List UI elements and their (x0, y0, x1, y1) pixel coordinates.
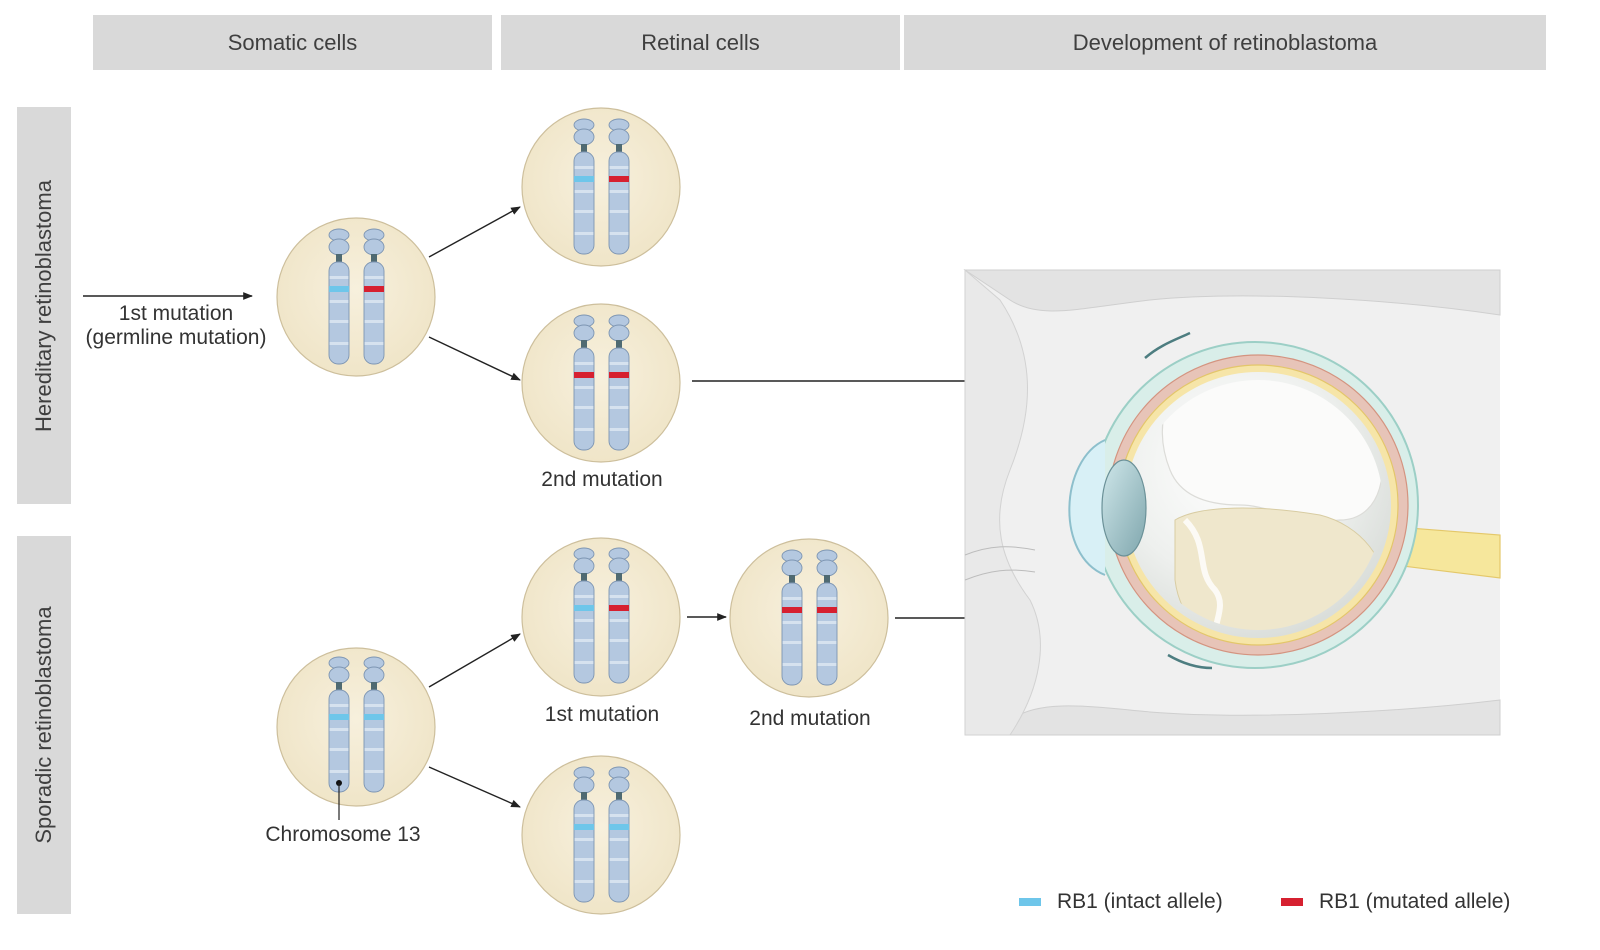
rb1-intact-band (574, 824, 594, 830)
label-chromosome-13: Chromosome 13 (265, 823, 420, 846)
arrow-to-retinal-cell-1 (428, 206, 521, 258)
cell-hereditary-somatic (276, 217, 436, 377)
rb1-intact-band (609, 824, 629, 830)
intact-allele-swatch (1019, 898, 1041, 906)
label-sporadic-first-mutation: 1st mutation (545, 703, 659, 726)
arrow-to-sporadic-retinal-cell-1 (428, 633, 521, 688)
arrow-to-sporadic-retinal-cell-2 (428, 766, 521, 808)
cell-sporadic-second-mutation (729, 538, 889, 698)
legend-intact-label: RB1 (intact allele) (1057, 890, 1223, 913)
row-header-sporadic: Sporadic retinoblastoma (17, 536, 71, 914)
row-header-hereditary: Hereditary retinoblastoma (17, 107, 71, 504)
rb1-mutated-band (609, 605, 629, 611)
cell-sporadic-somatic (276, 647, 436, 820)
mutated-allele-swatch (1281, 898, 1303, 906)
legend-mutated: RB1 (mutated allele) (1281, 890, 1510, 914)
rb1-mutated-band (574, 372, 594, 378)
rb1-intact-band (574, 176, 594, 182)
rb1-mutated-band (609, 176, 629, 182)
label-sporadic-second-mutation: 2nd mutation (749, 707, 870, 730)
column-header-retinal-cells: Retinal cells (501, 15, 900, 70)
rb1-intact-band (329, 714, 349, 720)
label-first-mutation: 1st mutation (119, 302, 233, 325)
arrow-to-retinal-cell-2 (428, 336, 521, 381)
chromosome-pair (328, 228, 385, 365)
column-header-somatic-cells: Somatic cells (93, 15, 492, 70)
legend-intact: RB1 (intact allele) (1019, 890, 1223, 914)
eye-retinoblastoma-illustration (963, 268, 1501, 736)
rb1-mutated-band (817, 607, 837, 613)
rb1-intact-band (574, 605, 594, 611)
rb1-mutated-band (782, 607, 802, 613)
legend-mutated-label: RB1 (mutated allele) (1319, 890, 1511, 913)
rb1-intact-band (329, 286, 349, 292)
label-germline-mutation: (germline mutation) (86, 326, 267, 349)
cell-hereditary-retinal-2 (521, 303, 681, 463)
rb1-mutated-band (609, 372, 629, 378)
label-hereditary-second-mutation: 2nd mutation (541, 468, 662, 491)
column-header-development: Development of retinoblastoma (904, 15, 1546, 70)
cell-sporadic-retinal-1 (521, 537, 681, 697)
cell-sporadic-retinal-2 (521, 755, 681, 915)
cell-hereditary-retinal-1 (521, 107, 681, 267)
rb1-intact-band (364, 714, 384, 720)
rb1-mutated-band (364, 286, 384, 292)
